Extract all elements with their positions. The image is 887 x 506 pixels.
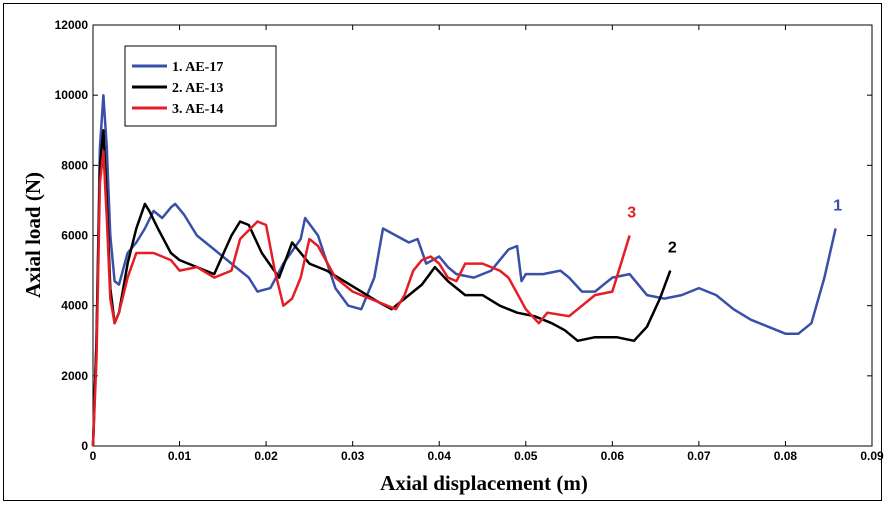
x-tick-label: 0.09	[860, 449, 884, 463]
series-line-3	[91, 150, 631, 447]
legend-item-1: 1. AE-17	[132, 60, 223, 75]
series-line-1	[91, 93, 837, 447]
x-tick-label: 0.07	[687, 449, 711, 463]
legend-item-2: 2. AE-13	[132, 81, 223, 96]
x-axis-label: Axial displacement (m)	[380, 471, 588, 495]
x-tick-label: 0.01	[168, 449, 192, 463]
series-end-label-1: 1	[833, 197, 842, 214]
y-tick-label: 2000	[61, 369, 88, 383]
series-line-2	[91, 129, 672, 447]
legend-label-1: 1. AE-17	[172, 60, 223, 75]
x-tick-label: 0.02	[254, 449, 278, 463]
legend-label-3: 3. AE-14	[172, 102, 223, 117]
y-tick-label: 6000	[61, 229, 88, 243]
x-tick-label: 0.08	[774, 449, 798, 463]
x-tick-label: 0.03	[341, 449, 365, 463]
series-end-label-3: 3	[627, 205, 636, 222]
y-tick-label: 4000	[61, 299, 88, 313]
x-tick-label: 0.05	[514, 449, 538, 463]
x-axis-ticks: 0 0.01 0.02 0.03 0.04 0.05 0.06 0.07 0.08 0.09	[90, 25, 884, 463]
end-labels: 1 2 3	[627, 197, 842, 256]
y-tick-label: 0	[81, 439, 88, 453]
x-tick-label: 0.04	[428, 449, 452, 463]
legend-item-3: 3. AE-14	[132, 102, 223, 117]
legend-label-2: 2. AE-13	[172, 81, 223, 96]
y-tick-label: 12000	[55, 18, 89, 32]
y-tick-label: 10000	[55, 88, 89, 102]
series-layer	[91, 93, 837, 447]
series-end-label-2: 2	[668, 240, 677, 257]
legend: 1. AE-17 2. AE-13 3. AE-14	[124, 45, 277, 127]
x-tick-label: 0	[90, 449, 97, 463]
x-tick-label: 0.06	[601, 449, 625, 463]
y-axis-label: Axial load (N)	[21, 172, 45, 298]
y-axis-ticks: 0 2000 4000 6000 8000 10000 12000	[55, 18, 872, 453]
y-tick-label: 8000	[61, 158, 88, 172]
